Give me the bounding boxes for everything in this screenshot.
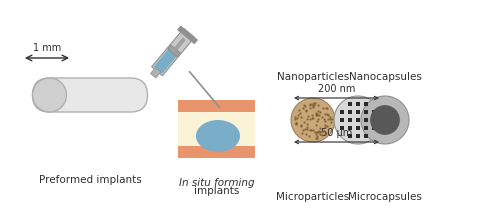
Bar: [154, 49, 176, 74]
Ellipse shape: [196, 120, 240, 152]
Bar: [372, 118, 376, 122]
Circle shape: [32, 78, 66, 112]
Bar: [356, 126, 360, 130]
Bar: [340, 110, 344, 114]
Bar: [174, 37, 186, 51]
Bar: [356, 118, 360, 122]
Bar: [152, 28, 194, 76]
Circle shape: [370, 105, 400, 135]
Bar: [348, 102, 352, 106]
Bar: [348, 126, 352, 130]
Circle shape: [291, 98, 335, 142]
Text: Nanocapsules: Nanocapsules: [348, 72, 422, 82]
Bar: [364, 102, 368, 106]
Bar: [364, 118, 368, 122]
Bar: [364, 134, 368, 138]
Bar: [348, 110, 352, 114]
Text: Microcapsules: Microcapsules: [348, 192, 422, 202]
Text: 1 mm: 1 mm: [33, 43, 61, 53]
Text: Microparticles: Microparticles: [276, 192, 349, 202]
Bar: [364, 126, 368, 130]
Bar: [340, 126, 344, 130]
Bar: [178, 146, 255, 158]
Bar: [178, 26, 198, 44]
Bar: [356, 102, 360, 106]
FancyBboxPatch shape: [32, 78, 148, 112]
Bar: [372, 110, 376, 114]
Text: In situ forming: In situ forming: [178, 178, 254, 188]
Circle shape: [361, 96, 409, 144]
Text: implants: implants: [194, 186, 239, 196]
Bar: [168, 45, 180, 57]
Bar: [150, 67, 161, 78]
Bar: [348, 134, 352, 138]
Text: 50 μm: 50 μm: [321, 128, 352, 138]
Bar: [178, 100, 255, 112]
Bar: [364, 110, 368, 114]
Bar: [356, 134, 360, 138]
Bar: [356, 110, 360, 114]
Bar: [372, 126, 376, 130]
Text: Preformed implants: Preformed implants: [38, 175, 142, 185]
Circle shape: [334, 96, 382, 144]
Bar: [178, 112, 255, 146]
Bar: [340, 118, 344, 122]
Text: Nanoparticles: Nanoparticles: [277, 72, 349, 82]
Text: 200 nm: 200 nm: [318, 84, 355, 94]
Bar: [348, 118, 352, 122]
